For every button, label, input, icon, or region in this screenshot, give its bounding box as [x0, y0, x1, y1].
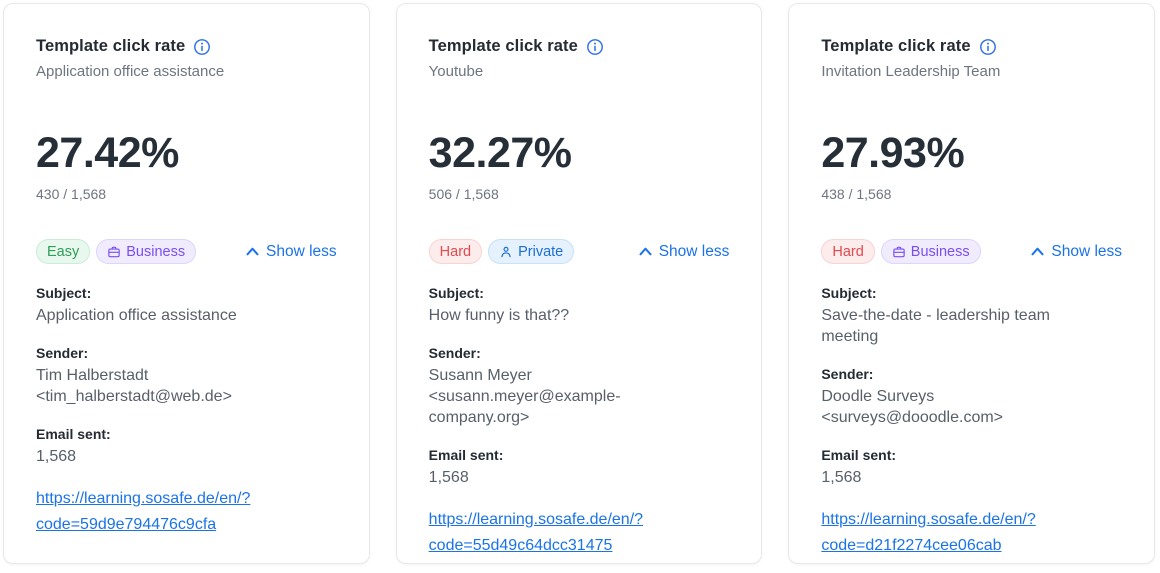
- show-less-button[interactable]: Show less: [246, 243, 337, 261]
- show-less-label: Show less: [266, 242, 337, 260]
- badge-row: Hard Private Show less: [428, 239, 730, 264]
- chevron-up-icon: [639, 247, 652, 256]
- email-sent-value: 1,568: [36, 448, 77, 465]
- template-name: Youtube: [428, 63, 484, 80]
- briefcase-icon: [893, 246, 905, 257]
- badge-label: Business: [910, 243, 970, 260]
- card-header: Template click rate: [36, 37, 337, 56]
- card-title: Template click rate: [36, 37, 186, 55]
- sender-value: Susann Meyer <susann.meyer@example-compa…: [428, 367, 621, 426]
- subject-value: Save-the-date - leadership team meeting: [821, 307, 1050, 345]
- info-icon: [979, 38, 996, 55]
- card-title: Template click rate: [428, 37, 578, 55]
- info-icon[interactable]: [193, 38, 211, 56]
- template-details: Subject: How funny is that?? Sender: Sus…: [429, 283, 701, 559]
- show-less-button[interactable]: Show less: [639, 242, 730, 261]
- email-sent-value: 1,568: [821, 469, 862, 486]
- template-details: Subject: Application office assistance S…: [36, 283, 308, 538]
- briefcase-icon: [108, 246, 120, 257]
- email-sent-block: Email sent: 1,568: [821, 445, 1093, 488]
- sender-value: Tim Halberstadt <tim_halberstadt@web.de>: [36, 367, 232, 405]
- show-less-label: Show less: [658, 242, 730, 260]
- category-badge: Business: [96, 239, 197, 264]
- difficulty-badge: Hard: [821, 239, 875, 264]
- subject-label: Subject:: [821, 285, 877, 301]
- click-rate-value: 27.42%: [36, 129, 179, 177]
- info-icon[interactable]: [979, 38, 997, 56]
- sender-label: Sender:: [821, 366, 874, 382]
- sender-block: Sender: Doodle Surveys <surveys@dooodle.…: [821, 364, 1093, 428]
- sender-block: Sender: Susann Meyer <susann.meyer@examp…: [429, 343, 701, 428]
- template-name: Application office assistance: [36, 63, 225, 80]
- click-count-fraction: 506 / 1,568: [428, 186, 499, 202]
- show-less-button[interactable]: Show less: [1031, 243, 1122, 261]
- email-sent-block: Email sent: 1,568: [429, 445, 701, 488]
- subject-label: Subject:: [428, 285, 484, 301]
- badge-label: Hard: [832, 243, 864, 260]
- card-header: Template click rate: [429, 37, 730, 56]
- phishing-template-link[interactable]: https://learning.sosafe.de/en/?code=59d9…: [36, 490, 251, 533]
- category-badge: Business: [880, 239, 981, 264]
- click-count-fraction: 430 / 1,568: [36, 186, 107, 202]
- badge-label: Business: [126, 243, 186, 260]
- phishing-template-link[interactable]: https://learning.sosafe.de/en/?code=55d4…: [428, 511, 644, 554]
- badge-group: Easy Business: [36, 239, 197, 264]
- template-details: Subject: Save-the-date - leadership team…: [821, 283, 1093, 559]
- subject-value: Application office assistance: [36, 307, 237, 324]
- chevron-up-icon: [246, 247, 259, 256]
- click-count-fraction: 438 / 1,568: [821, 186, 892, 202]
- card-header: Template click rate: [821, 37, 1122, 56]
- click-rate-value: 27.93%: [821, 129, 965, 177]
- subject-label: Subject:: [36, 285, 92, 301]
- person-icon: [501, 246, 511, 257]
- sender-value: Doodle Surveys <surveys@dooodle.com>: [821, 388, 1004, 426]
- show-less-label: Show less: [1051, 242, 1123, 260]
- email-sent-label: Email sent:: [36, 426, 111, 442]
- template-click-rate-card: Template click rate Application office a…: [3, 3, 370, 564]
- template-click-rate-card: Template click rate Invitation Leadershi…: [788, 3, 1156, 564]
- sender-label: Sender:: [428, 345, 481, 361]
- subject-value: How funny is that??: [428, 307, 570, 324]
- subject-block: Subject: Application office assistance: [36, 283, 308, 326]
- sender-label: Sender:: [36, 345, 89, 361]
- template-click-rate-card: Template click rate Youtube 32.27% 506 /…: [395, 3, 763, 564]
- badge-group: Hard Business: [821, 239, 981, 264]
- chevron-up-icon: [1031, 247, 1044, 256]
- badge-label: Easy: [47, 243, 80, 260]
- info-icon: [194, 38, 211, 55]
- badge-row: Easy Business Show less: [36, 239, 337, 264]
- category-badge: Private: [488, 239, 575, 264]
- badge-label: Private: [518, 243, 564, 260]
- sender-block: Sender: Tim Halberstadt <tim_halberstadt…: [36, 343, 308, 407]
- badge-row: Hard Business Show less: [821, 239, 1122, 264]
- badge-label: Hard: [439, 243, 472, 260]
- info-icon[interactable]: [586, 38, 604, 56]
- subject-block: Subject: Save-the-date - leadership team…: [821, 283, 1093, 347]
- subject-block: Subject: How funny is that??: [429, 283, 701, 326]
- info-icon: [587, 38, 603, 55]
- phishing-template-link[interactable]: https://learning.sosafe.de/en/?code=d21f…: [821, 511, 1036, 554]
- card-title: Template click rate: [821, 37, 971, 55]
- email-sent-block: Email sent: 1,568: [36, 424, 308, 467]
- template-name: Invitation Leadership Team: [821, 63, 1001, 80]
- email-sent-label: Email sent:: [428, 447, 504, 463]
- email-sent-value: 1,568: [428, 469, 469, 486]
- difficulty-badge: Hard: [428, 239, 483, 264]
- difficulty-badge: Easy: [36, 239, 91, 264]
- click-rate-value: 32.27%: [428, 129, 572, 177]
- badge-group: Hard Private: [428, 239, 575, 264]
- email-sent-label: Email sent:: [821, 447, 897, 463]
